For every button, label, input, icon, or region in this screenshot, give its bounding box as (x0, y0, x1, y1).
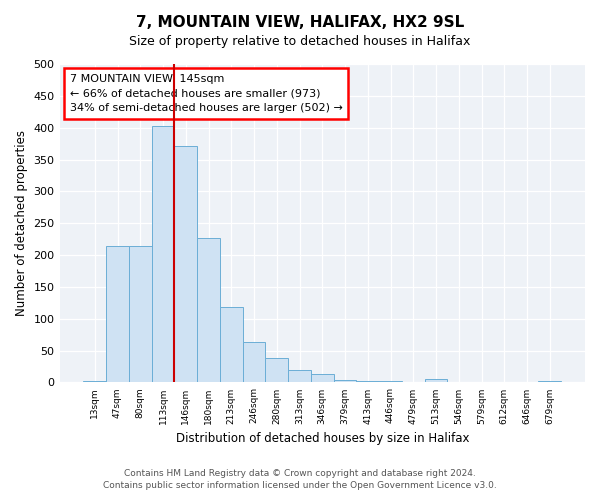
Bar (288, 370, 311, 382)
Text: Contains HM Land Registry data © Crown copyright and database right 2024.
Contai: Contains HM Land Registry data © Crown c… (103, 468, 497, 490)
Bar (129, 246, 152, 382)
Text: Size of property relative to detached houses in Halifax: Size of property relative to detached ho… (130, 35, 470, 48)
Bar (334, 380, 356, 382)
Bar (152, 126, 175, 382)
Bar (175, 146, 197, 382)
Y-axis label: Number of detached properties: Number of detached properties (15, 130, 28, 316)
Bar (83, 380, 106, 382)
Bar (425, 378, 448, 382)
Bar (356, 381, 379, 382)
Text: 7, MOUNTAIN VIEW, HALIFAX, HX2 9SL: 7, MOUNTAIN VIEW, HALIFAX, HX2 9SL (136, 15, 464, 30)
Bar (538, 380, 561, 382)
Bar (379, 381, 402, 382)
Bar (106, 246, 129, 382)
Bar (197, 238, 220, 382)
Bar (265, 358, 288, 382)
Text: 7 MOUNTAIN VIEW: 145sqm
← 66% of detached houses are smaller (973)
34% of semi-d: 7 MOUNTAIN VIEW: 145sqm ← 66% of detache… (70, 74, 343, 113)
Bar (311, 374, 334, 382)
X-axis label: Distribution of detached houses by size in Halifax: Distribution of detached houses by size … (176, 432, 469, 445)
Bar (242, 342, 265, 382)
Bar (220, 306, 242, 382)
